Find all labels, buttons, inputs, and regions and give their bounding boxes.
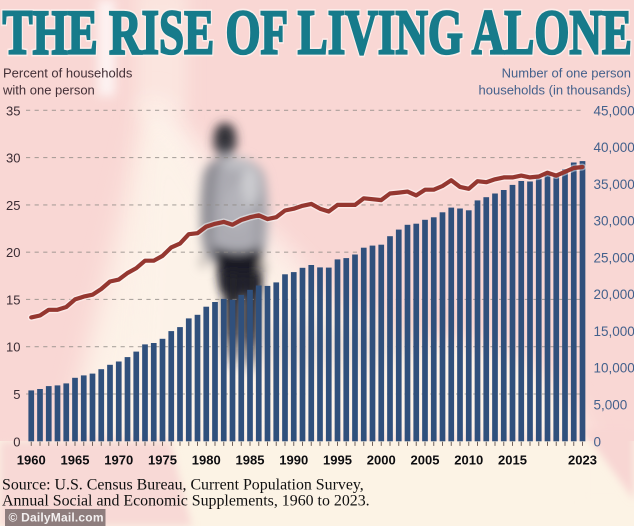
svg-text:© DailyMail.com: © DailyMail.com bbox=[9, 511, 104, 525]
svg-text:1990: 1990 bbox=[279, 452, 308, 467]
svg-text:Percent of households: Percent of households bbox=[3, 66, 133, 81]
svg-text:1960: 1960 bbox=[17, 452, 46, 467]
svg-text:20,000: 20,000 bbox=[594, 287, 634, 302]
svg-text:20: 20 bbox=[6, 245, 20, 260]
svg-text:1975: 1975 bbox=[148, 452, 177, 467]
svg-text:2010: 2010 bbox=[454, 452, 483, 467]
svg-text:Number of one person: Number of one person bbox=[502, 66, 631, 81]
svg-text:1995: 1995 bbox=[323, 452, 352, 467]
svg-text:1970: 1970 bbox=[104, 452, 133, 467]
svg-text:10: 10 bbox=[6, 340, 20, 355]
svg-text:Source: U.S. Census Bureau, Cu: Source: U.S. Census Bureau, Current Popu… bbox=[2, 477, 364, 494]
svg-text:1980: 1980 bbox=[192, 452, 221, 467]
svg-text:40,000: 40,000 bbox=[594, 140, 634, 155]
svg-text:5,000: 5,000 bbox=[594, 398, 628, 413]
svg-text:households (in thousands): households (in thousands) bbox=[479, 83, 632, 98]
svg-text:0: 0 bbox=[594, 434, 602, 449]
svg-text:Annual Social and Economic Sup: Annual Social and Economic Supplements, … bbox=[2, 493, 370, 510]
svg-text:2005: 2005 bbox=[411, 452, 440, 467]
svg-text:with one person: with one person bbox=[2, 83, 95, 98]
svg-text:15: 15 bbox=[6, 292, 20, 307]
svg-text:35,000: 35,000 bbox=[594, 177, 634, 192]
svg-text:25: 25 bbox=[6, 198, 20, 213]
svg-text:10,000: 10,000 bbox=[594, 361, 634, 376]
svg-text:THE RISE OF LIVING ALONE: THE RISE OF LIVING ALONE bbox=[3, 0, 633, 68]
svg-text:0: 0 bbox=[13, 434, 20, 449]
svg-text:30: 30 bbox=[6, 151, 20, 166]
svg-text:35: 35 bbox=[6, 103, 20, 118]
svg-text:2015: 2015 bbox=[498, 452, 527, 467]
svg-text:15,000: 15,000 bbox=[594, 324, 634, 339]
svg-text:25,000: 25,000 bbox=[594, 250, 634, 265]
svg-text:2023: 2023 bbox=[568, 452, 597, 467]
svg-text:5: 5 bbox=[13, 387, 20, 402]
svg-text:2000: 2000 bbox=[367, 452, 396, 467]
svg-text:1965: 1965 bbox=[61, 452, 90, 467]
svg-text:30,000: 30,000 bbox=[594, 214, 634, 229]
svg-text:THE RISE OF LIVING ALONE: THE RISE OF LIVING ALONE bbox=[3, 0, 633, 68]
svg-text:1985: 1985 bbox=[236, 452, 265, 467]
svg-text:45,000: 45,000 bbox=[594, 103, 634, 118]
